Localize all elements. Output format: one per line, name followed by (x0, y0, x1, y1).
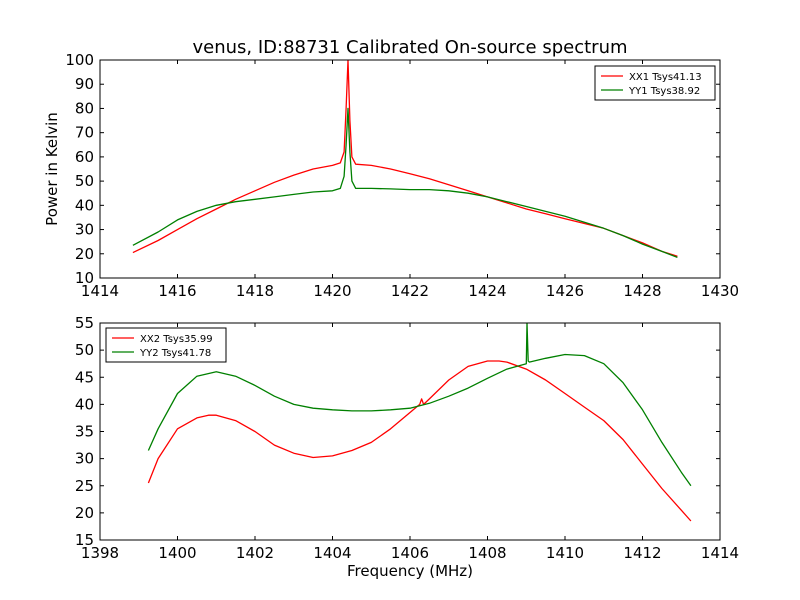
x-tick-label: 1422 (391, 282, 429, 300)
x-tick-label: 1402 (236, 544, 274, 562)
y-tick-label: 25 (75, 477, 94, 495)
x-axis-label: Frequency (MHz) (347, 562, 473, 580)
x-tick-label: 1430 (701, 282, 739, 300)
y-tick-label: 40 (75, 196, 94, 214)
y-tick-label: 50 (75, 341, 94, 359)
x-tick-label: 1398 (81, 544, 119, 562)
x-tick-label: 1414 (701, 544, 739, 562)
x-tick-label: 1410 (546, 544, 584, 562)
series-line-lower-yy (147, 323, 692, 487)
x-tick-label: 1420 (313, 282, 351, 300)
y-tick-label: 80 (75, 99, 94, 117)
x-tick-label: 1428 (623, 282, 661, 300)
x-tick-label: 1404 (313, 544, 351, 562)
y-axis-label: Power in Kelvin (43, 112, 61, 226)
series-line-upper-yy (132, 107, 678, 259)
y-tick-label: 30 (75, 450, 94, 468)
y-tick-label: 20 (75, 504, 94, 522)
y-tick-label: 15 (75, 531, 94, 549)
legend-entry-label: XX1 Tsys41.13 (629, 72, 702, 83)
y-tick-label: 20 (75, 245, 94, 263)
x-tick-label: 1412 (623, 544, 661, 562)
x-tick-label: 1414 (81, 282, 119, 300)
series-line-lower-xx (147, 360, 692, 522)
upper-panel: 1414 1416 1418 1420 1422 1424 1426 1428 1430 10 20… (43, 51, 739, 300)
x-tick-label: 1426 (546, 282, 584, 300)
x-tick-label: 1424 (468, 282, 506, 300)
y-tick-label: 70 (75, 124, 94, 142)
legend-entry-label: XX2 Tsys35.99 (140, 334, 213, 345)
chart-title: venus, ID:88731 Calibrated On-source spe… (192, 37, 627, 58)
legend: XX2 Tsys35.99 YY2 Tsys41.78 (105, 327, 227, 363)
x-tick-label: 1400 (158, 544, 196, 562)
series-line-upper-xx (132, 60, 678, 257)
legend: XX1 Tsys41.13 YY1 Tsys38.92 (594, 65, 716, 101)
x-tick-label: 1418 (236, 282, 274, 300)
legend-entry-label: YY1 Tsys38.92 (628, 86, 700, 97)
y-tick-label: 10 (75, 269, 94, 287)
y-tick-label: 100 (65, 51, 94, 69)
lower-panel: 1398 1400 1402 1404 1406 1408 1410 1412 1414 15 20… (75, 314, 739, 580)
x-tick-label: 1406 (391, 544, 429, 562)
y-tick-label: 45 (75, 368, 94, 386)
y-tick-label: 90 (75, 75, 94, 93)
y-tick-label: 35 (75, 423, 94, 441)
y-tick-label: 55 (75, 314, 94, 332)
y-tick-label: 50 (75, 172, 94, 190)
y-tick-label: 40 (75, 395, 94, 413)
x-tick-label: 1416 (158, 282, 196, 300)
y-tick-label: 60 (75, 148, 94, 166)
legend-entry-label: YY2 Tsys41.78 (139, 348, 211, 359)
x-tick-label: 1408 (468, 544, 506, 562)
y-tick-label: 30 (75, 221, 94, 239)
